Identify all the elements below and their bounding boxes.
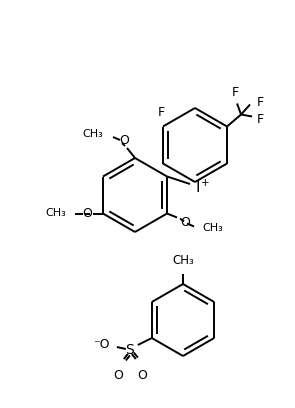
Text: O: O — [113, 369, 123, 382]
Text: O: O — [180, 216, 190, 229]
Text: CH₃: CH₃ — [172, 254, 194, 267]
Text: O: O — [119, 135, 129, 148]
Text: S: S — [125, 343, 134, 357]
Text: CH₃: CH₃ — [202, 222, 223, 233]
Text: +: + — [201, 178, 209, 188]
Text: ⁻O: ⁻O — [93, 337, 110, 350]
Text: CH₃: CH₃ — [45, 208, 66, 219]
Text: O: O — [137, 369, 147, 382]
Text: F: F — [158, 106, 165, 120]
Text: F: F — [232, 86, 239, 98]
Text: I: I — [196, 180, 200, 195]
Text: F: F — [257, 113, 264, 126]
Text: CH₃: CH₃ — [82, 129, 103, 139]
Text: O: O — [82, 207, 92, 220]
Text: F: F — [257, 96, 264, 109]
